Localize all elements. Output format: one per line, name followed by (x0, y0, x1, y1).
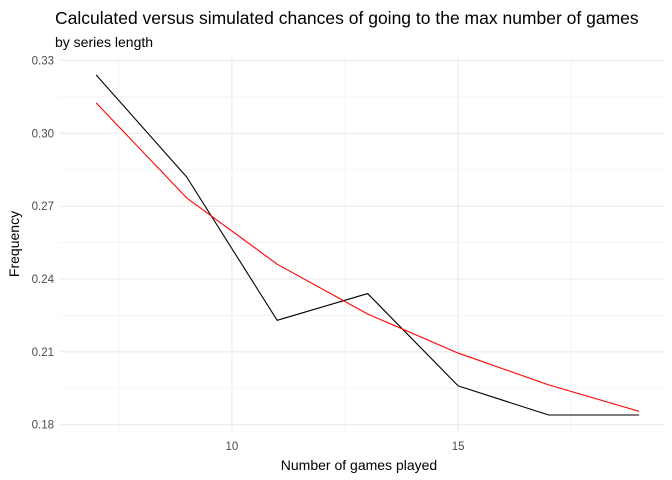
y-axis-title: Frequency (6, 211, 22, 277)
chart-subtitle: by series length (55, 34, 153, 50)
y-tick-label: 0.33 (32, 55, 54, 67)
x-axis-title: Number of games played (281, 457, 437, 473)
y-axis-tick-labels: 0.18 0.21 0.24 0.27 0.30 0.33 (32, 55, 55, 431)
y-tick-label: 0.24 (32, 274, 55, 286)
minor-gridlines (60, 58, 664, 432)
calculated-series-line (95, 102, 640, 412)
simulated-series-line (95, 74, 640, 416)
y-tick-label: 0.18 (32, 420, 54, 432)
y-tick-label: 0.30 (32, 128, 54, 140)
y-tick-label: 0.21 (32, 347, 54, 359)
x-axis-tick-labels: 10 15 (226, 441, 465, 453)
x-tick-label: 10 (226, 441, 239, 453)
chart-title: Calculated versus simulated chances of g… (55, 8, 639, 28)
series-layer (95, 74, 640, 416)
major-gridlines (60, 58, 664, 432)
x-tick-label: 15 (452, 441, 465, 453)
y-tick-label: 0.27 (32, 201, 54, 213)
